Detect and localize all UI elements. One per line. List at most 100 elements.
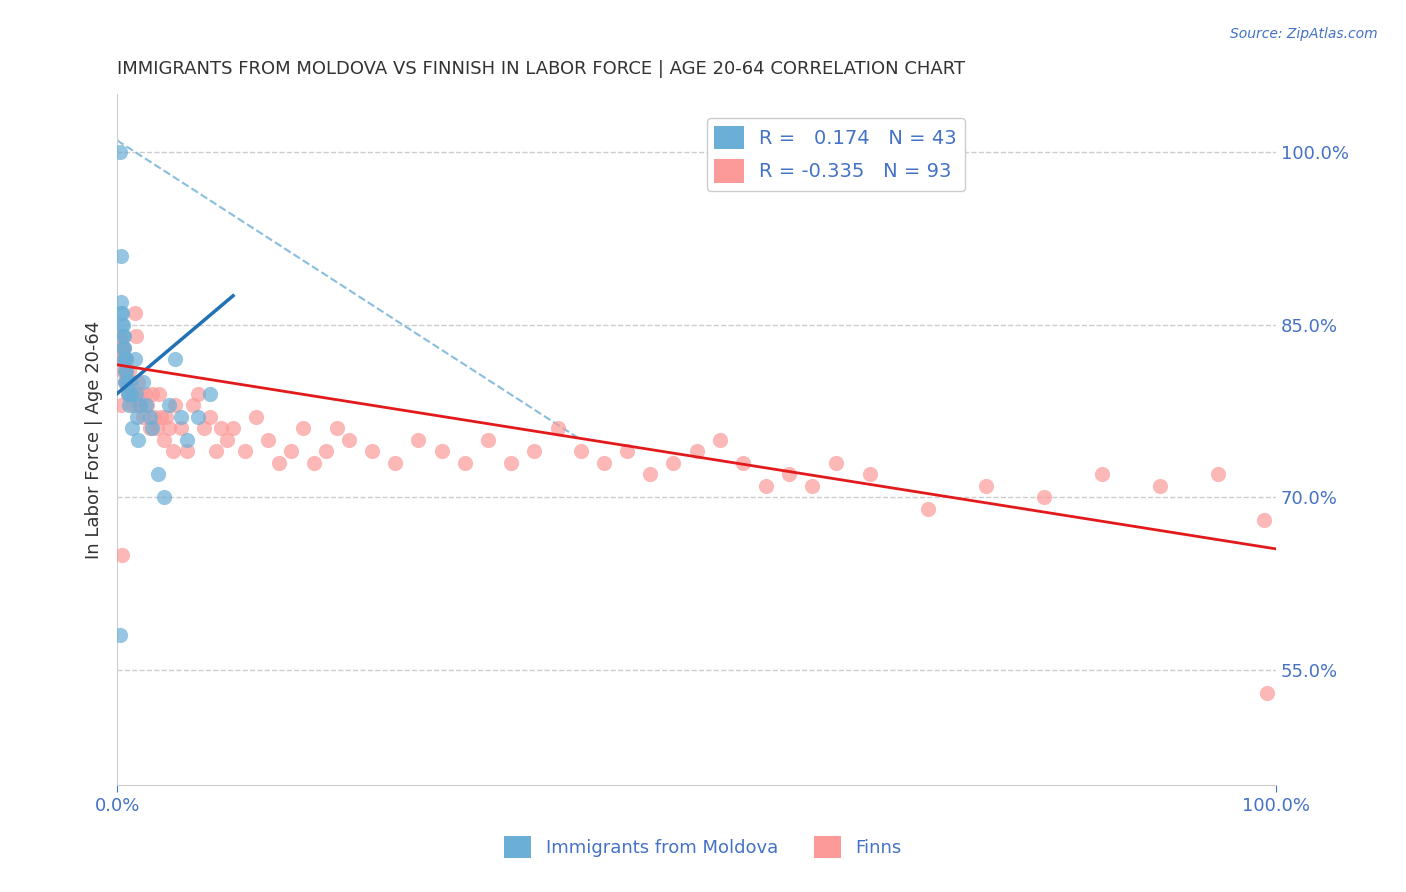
Point	[824, 456, 846, 470]
Point	[217, 433, 239, 447]
Point	[136, 398, 159, 412]
Point	[176, 444, 198, 458]
Legend: Immigrants from Moldova, Finns: Immigrants from Moldova, Finns	[496, 829, 910, 865]
Point	[198, 386, 221, 401]
Point	[547, 421, 569, 435]
Point	[118, 398, 141, 412]
Point	[122, 398, 145, 412]
Point	[111, 329, 134, 343]
Point	[269, 456, 291, 470]
Point	[326, 421, 349, 435]
Point	[112, 341, 135, 355]
Point	[110, 248, 132, 262]
Point	[152, 490, 174, 504]
Point	[477, 433, 499, 447]
Point	[361, 444, 384, 458]
Point	[157, 421, 180, 435]
Point	[146, 467, 169, 482]
Point	[211, 421, 233, 435]
Point	[138, 409, 160, 424]
Point	[131, 409, 153, 424]
Point	[112, 329, 135, 343]
Point	[1091, 467, 1114, 482]
Point	[110, 306, 132, 320]
Point	[1149, 478, 1171, 492]
Point	[111, 341, 134, 355]
Point	[187, 386, 209, 401]
Point	[111, 548, 134, 562]
Point	[523, 444, 546, 458]
Point	[118, 386, 141, 401]
Point	[256, 433, 278, 447]
Point	[125, 329, 148, 343]
Legend: R =   0.174   N = 43, R = -0.335   N = 93: R = 0.174 N = 43, R = -0.335 N = 93	[707, 118, 965, 191]
Point	[315, 444, 337, 458]
Point	[115, 375, 138, 389]
Point	[157, 398, 180, 412]
Point	[755, 478, 778, 492]
Point	[233, 444, 256, 458]
Point	[917, 501, 939, 516]
Point	[112, 352, 135, 367]
Point	[124, 352, 146, 367]
Point	[187, 409, 209, 424]
Point	[121, 386, 143, 401]
Point	[152, 433, 174, 447]
Point	[709, 433, 731, 447]
Point	[111, 318, 134, 332]
Point	[114, 363, 136, 377]
Point	[111, 363, 134, 377]
Point	[108, 145, 131, 159]
Point	[127, 433, 149, 447]
Point	[111, 318, 134, 332]
Point	[118, 363, 141, 377]
Point	[193, 421, 215, 435]
Point	[165, 398, 187, 412]
Point	[337, 433, 360, 447]
Point	[110, 352, 132, 367]
Point	[141, 421, 163, 435]
Text: Source: ZipAtlas.com: Source: ZipAtlas.com	[1230, 27, 1378, 41]
Point	[111, 306, 134, 320]
Point	[801, 478, 824, 492]
Point	[974, 478, 997, 492]
Point	[1253, 513, 1275, 527]
Point	[115, 363, 138, 377]
Point	[114, 363, 136, 377]
Point	[662, 456, 685, 470]
Point	[128, 386, 150, 401]
Point	[114, 375, 136, 389]
Point	[112, 341, 135, 355]
Point	[592, 456, 614, 470]
Point	[176, 433, 198, 447]
Point	[616, 444, 638, 458]
Point	[115, 352, 138, 367]
Point	[111, 341, 134, 355]
Point	[125, 386, 148, 401]
Point	[108, 628, 131, 642]
Point	[291, 421, 314, 435]
Point	[204, 444, 226, 458]
Point	[1033, 490, 1056, 504]
Point	[638, 467, 661, 482]
Point	[110, 341, 132, 355]
Point	[138, 421, 160, 435]
Point	[131, 375, 153, 389]
Point	[115, 375, 138, 389]
Y-axis label: In Labor Force | Age 20-64: In Labor Force | Age 20-64	[86, 320, 103, 558]
Text: IMMIGRANTS FROM MOLDOVA VS FINNISH IN LABOR FORCE | AGE 20-64 CORRELATION CHART: IMMIGRANTS FROM MOLDOVA VS FINNISH IN LA…	[117, 60, 966, 78]
Point	[181, 398, 204, 412]
Point	[302, 456, 325, 470]
Point	[454, 456, 477, 470]
Point	[118, 386, 141, 401]
Point	[384, 456, 406, 470]
Point	[129, 398, 152, 412]
Point	[1256, 686, 1278, 700]
Point	[1206, 467, 1229, 482]
Point	[114, 352, 136, 367]
Point	[165, 352, 187, 367]
Point	[108, 329, 131, 343]
Point	[110, 398, 132, 412]
Point	[117, 386, 139, 401]
Point	[143, 409, 166, 424]
